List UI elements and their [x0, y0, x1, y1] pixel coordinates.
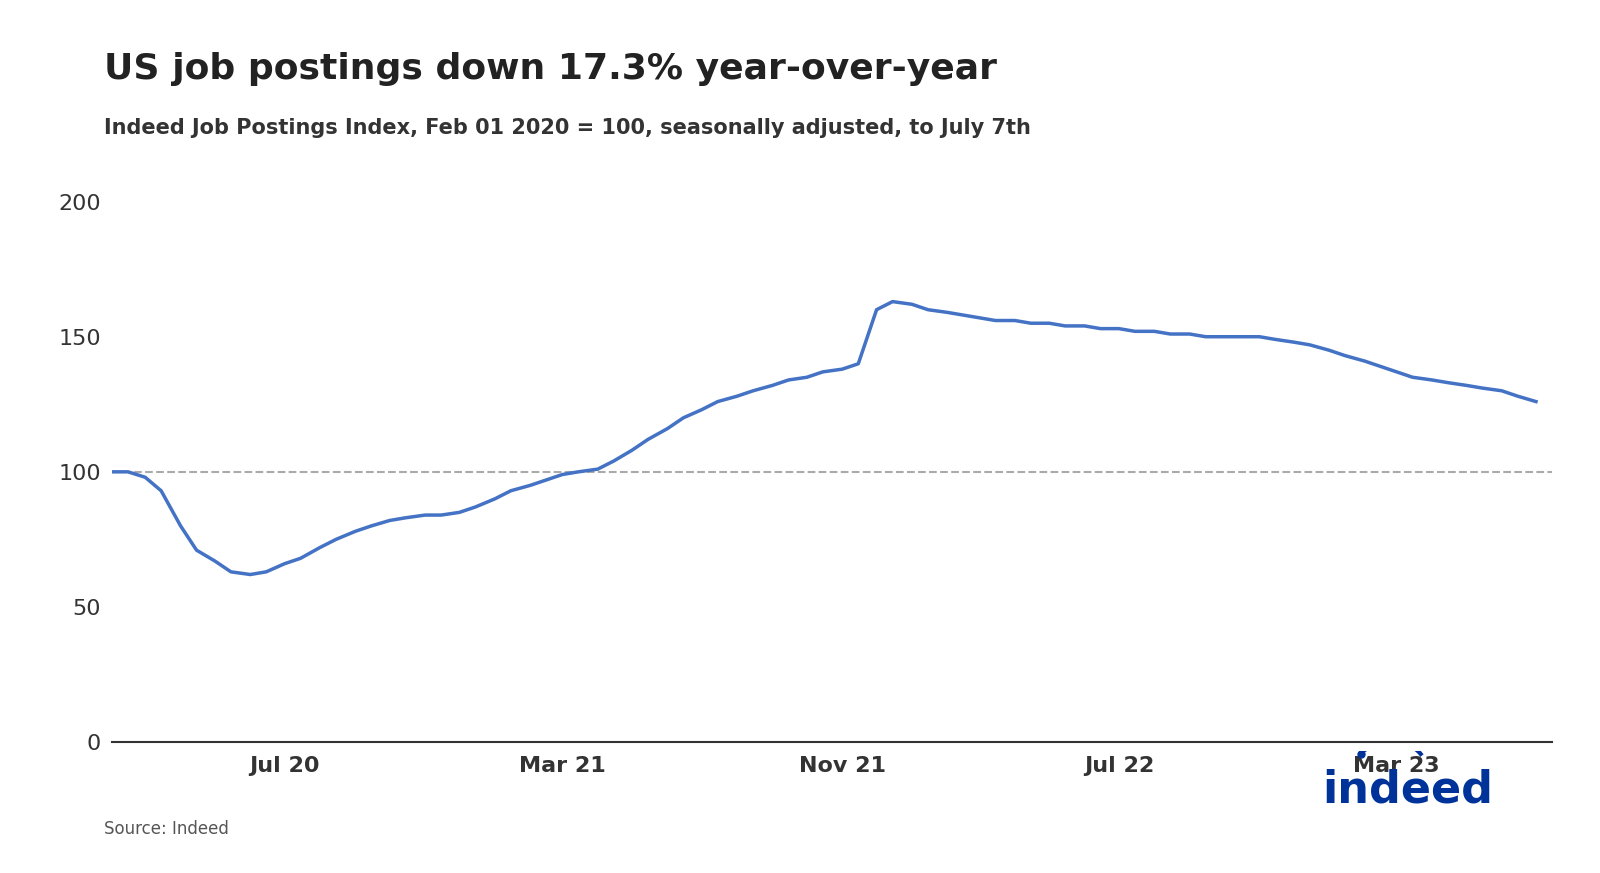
Text: Source: Indeed: Source: Indeed [104, 820, 229, 838]
Text: indeed: indeed [1323, 769, 1493, 812]
Text: Indeed Job Postings Index, Feb 01 2020 = 100, seasonally adjusted, to July 7th: Indeed Job Postings Index, Feb 01 2020 =… [104, 118, 1030, 138]
Text: US job postings down 17.3% year-over-year: US job postings down 17.3% year-over-yea… [104, 52, 997, 86]
